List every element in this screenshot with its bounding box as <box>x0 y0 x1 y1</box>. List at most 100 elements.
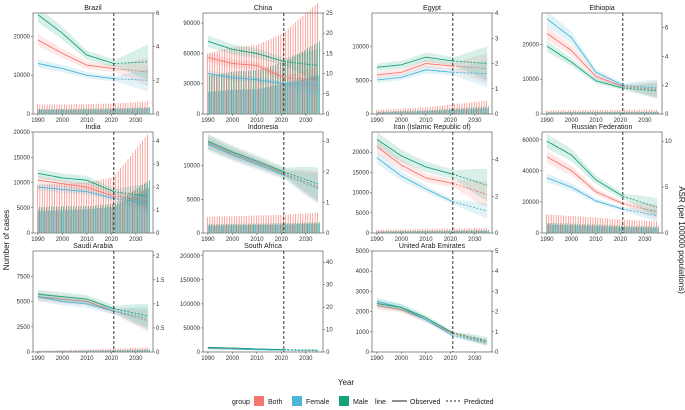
case-bar-female <box>59 210 61 233</box>
case-bar-female <box>118 203 120 233</box>
case-bar-male <box>270 66 271 114</box>
case-bar-both <box>260 43 262 114</box>
case-bar-both <box>290 214 292 233</box>
case-bar-both <box>641 220 643 233</box>
case-bar-both <box>607 109 608 114</box>
case-bar-female <box>96 350 98 352</box>
case-bar-female <box>84 350 86 352</box>
asr-band-male <box>546 133 658 216</box>
case-bar-female <box>145 108 147 114</box>
case-bar-male <box>414 230 416 233</box>
case-bar-both <box>609 109 611 114</box>
case-bar-female <box>652 227 653 233</box>
asr-line-predicted-male <box>113 308 149 317</box>
case-bar-female <box>101 350 103 352</box>
case-bar-male <box>126 195 128 233</box>
case-bar-male <box>586 224 588 233</box>
case-bar-male <box>292 223 293 233</box>
y-tick-label-left: 2500 <box>17 325 31 331</box>
case-bar-female <box>423 111 425 114</box>
case-bar-male <box>380 111 381 114</box>
case-bar-female <box>239 225 241 233</box>
case-bar-female <box>394 231 395 233</box>
case-bar-male <box>609 111 610 114</box>
case-bar-female <box>447 110 449 114</box>
case-bar-both <box>292 351 294 352</box>
case-bar-male <box>87 108 89 114</box>
case-bar-both <box>577 110 579 114</box>
case-bar-both <box>229 47 230 114</box>
case-bar-female <box>234 89 236 114</box>
case-bar-male <box>392 111 394 114</box>
case-bar-both <box>290 351 292 352</box>
case-bar-both <box>473 351 475 352</box>
case-bar-male <box>279 223 281 233</box>
case-bar-male <box>424 230 426 233</box>
panel: South Africa0500001000001500002000000102… <box>180 243 333 362</box>
case-bar-female <box>84 209 86 233</box>
case-bar-female <box>615 112 617 114</box>
case-bar-both <box>317 351 318 352</box>
y-tick-label-right: 0 <box>156 112 160 118</box>
case-bar-both <box>83 104 85 114</box>
case-bar-both <box>236 351 238 352</box>
panel: Iran (Islamic Republic of)05000100001500… <box>352 124 499 243</box>
case-bar-both <box>412 229 414 233</box>
case-bar-female <box>300 79 302 114</box>
case-bar-male <box>319 222 320 233</box>
case-bar-female <box>111 350 113 352</box>
case-bar-female <box>477 108 479 114</box>
case-bar-both <box>105 348 107 352</box>
case-bar-female <box>586 225 587 233</box>
case-bar-male <box>134 190 136 233</box>
case-bar-both <box>300 351 301 352</box>
case-bar-male <box>463 230 465 233</box>
case-bar-both <box>478 351 480 352</box>
case-bar-female <box>254 89 256 114</box>
case-bar-both <box>464 351 465 352</box>
case-bar-both <box>85 349 87 352</box>
case-bar-female <box>55 351 56 352</box>
case-bar-male <box>640 226 642 233</box>
asr-line-predicted-female <box>452 71 488 75</box>
case-bar-male <box>41 351 42 352</box>
case-bar-female <box>561 112 563 114</box>
case-bar-female <box>128 350 130 352</box>
case-bar-both <box>597 109 599 114</box>
case-bar-male <box>211 224 212 233</box>
case-bar-both <box>378 109 380 114</box>
case-bar-both <box>439 105 441 114</box>
case-bar-male <box>299 52 301 114</box>
case-bar-female <box>559 224 560 233</box>
asr-band-male <box>37 13 149 80</box>
asr-band-both <box>207 135 319 203</box>
case-bar-male <box>458 108 460 114</box>
asr-band-female <box>546 13 658 97</box>
case-bar-female <box>398 111 400 114</box>
case-bar-both <box>142 347 144 352</box>
case-bar-male <box>109 350 111 352</box>
case-bar-male <box>85 206 87 233</box>
y-tick-label-left: 10000 <box>13 181 30 187</box>
case-bar-both <box>464 228 465 233</box>
case-bar-both <box>553 110 555 114</box>
case-bar-female <box>138 193 140 233</box>
case-bar-both <box>41 350 43 352</box>
case-bar-female <box>423 231 425 233</box>
case-bar-both <box>226 48 228 114</box>
asr-line-observed-both <box>376 63 453 76</box>
case-bar-female <box>67 109 69 114</box>
case-bar-both <box>270 351 272 352</box>
y-tick-label-right: 0 <box>665 112 669 118</box>
case-bar-female <box>69 351 71 352</box>
case-bar-both <box>132 152 134 233</box>
case-bar-both <box>466 228 468 233</box>
case-bar-female <box>126 350 127 352</box>
case-bar-female <box>62 210 64 233</box>
case-bar-both <box>621 219 623 233</box>
case-bar-female <box>551 224 553 233</box>
case-bar-male <box>443 109 445 114</box>
case-bar-both <box>424 107 426 114</box>
